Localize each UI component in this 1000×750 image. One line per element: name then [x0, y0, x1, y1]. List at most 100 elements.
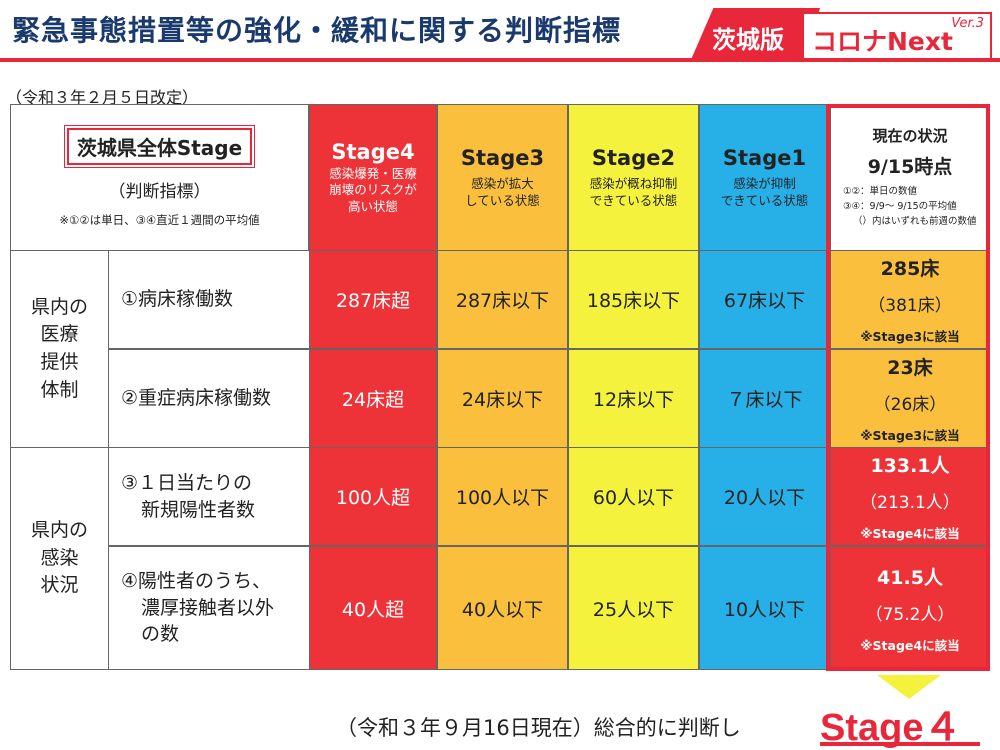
value-text: 24床以下	[461, 389, 544, 411]
value-text: 10人以下	[723, 598, 806, 621]
page-title: 緊急事態措置等の強化・緩和に関する判断指標	[12, 14, 622, 47]
indicator-line-2: 新規陽性者数	[141, 498, 256, 521]
current-status-header: 現在の状況 9/15時点 ①②：単日の数値 ③④：9/9～ 9/15の平均値 （…	[830, 104, 990, 251]
value-cell-stage1: ７床以下	[699, 349, 830, 448]
stage2-desc-text: 感染が概ね抑制 できている状態	[589, 176, 678, 208]
current-stage-note: ※Stage3に該当	[860, 428, 960, 443]
stage1-header: Stage1 感染が抑制 できている状態	[699, 104, 830, 251]
stage2-desc: 感染が概ね抑制 できている状態	[590, 176, 678, 209]
current-prev-value: （381床）	[868, 296, 952, 316]
value-cell-stage2: 12床以下	[568, 349, 699, 448]
value-cell-stage4: 40人超	[309, 546, 437, 670]
current-note-2: ③④：9/9～ 9/15の平均値	[843, 201, 957, 213]
value-text: 25人以下	[592, 598, 675, 621]
stage4-desc: 感染爆発・医療 崩壊のリスクが 高い状態	[329, 166, 417, 215]
indicator-line-1: ④陽性者のうち、	[121, 570, 272, 593]
stage4-desc-text: 感染爆発・医療 崩壊のリスクが 高い状態	[329, 166, 417, 214]
current-stage-note: ※Stage3に該当	[860, 329, 960, 344]
current-value-cell: 23床 （26床） ※Stage3に該当	[830, 349, 990, 448]
value-text: 287床超	[335, 290, 411, 312]
overall-stage-label: 茨城県全体Stage	[63, 124, 256, 168]
value-cell-stage1: 20人以下	[699, 447, 830, 546]
stage3-header: Stage3 感染が拡大 している状態	[437, 104, 568, 251]
current-value: 285床	[880, 258, 940, 280]
current-stage-note: ※Stage4に該当	[860, 526, 960, 541]
overall-stage-note: ※①②は単日、③④直近１週間の平均値	[59, 212, 260, 227]
indicator-label: ③１日当たりの 新規陽性者数	[109, 470, 309, 523]
value-text: 12床以下	[592, 389, 675, 411]
current-prev-value: （213.1人）	[860, 493, 960, 513]
stage1-desc: 感染が抑制 できている状態	[721, 176, 809, 209]
indicator-line-2: 濃厚接触者以外	[141, 596, 275, 619]
current-value-cell: 285床 （381床） ※Stage3に該当	[830, 250, 990, 349]
value-text: 60人以下	[592, 487, 675, 509]
category-medical: 県内の 医療 提供 体制	[10, 250, 109, 448]
stage3-desc: 感染が拡大 している状態	[465, 176, 540, 209]
value-cell-stage4: 100人超	[309, 447, 437, 546]
value-cell-stage3: 40人以下	[437, 546, 568, 670]
current-note-1: ①②：単日の数値	[843, 186, 918, 198]
brand-left-panel: 茨城版	[690, 8, 820, 62]
brand-right-panel: コロナNext Ver.3	[802, 12, 992, 60]
current-note-3: （）内はいずれも前週の数値	[853, 215, 977, 227]
value-text: 67床以下	[723, 290, 806, 312]
value-text: 287床以下	[455, 290, 550, 312]
value-cell-stage4: 287床超	[309, 250, 437, 349]
value-cell-stage1: 10人以下	[699, 546, 830, 670]
current-value: 133.1人	[870, 455, 950, 477]
brand-version: Ver.3	[951, 16, 984, 31]
current-value: 23床	[887, 357, 933, 379]
category-infection: 県内の 感染 状況	[10, 447, 109, 670]
indicator-cell: ③１日当たりの 新規陽性者数	[108, 447, 310, 546]
current-value-cell: 133.1人 （213.1人） ※Stage4に該当	[830, 447, 990, 546]
stage4-header: Stage4 感染爆発・医療 崩壊のリスクが 高い状態	[309, 104, 437, 251]
value-text: 24床超	[341, 389, 405, 411]
indicator-label: ④陽性者のうち、 濃厚接触者以外 の数	[109, 568, 309, 648]
value-text: 40人超	[341, 598, 405, 621]
value-text: 40人以下	[461, 598, 544, 621]
value-cell-stage3: 24床以下	[437, 349, 568, 448]
value-text: ７床以下	[726, 389, 803, 411]
stage1-desc-text: 感染が抑制 できている状態	[720, 176, 809, 208]
brand-left-text: 茨城版	[712, 26, 784, 54]
value-text: 20人以下	[723, 487, 806, 509]
indicator-cell: ①病床稼働数	[108, 250, 310, 349]
indicator-label: ②重症病床稼働数	[121, 387, 272, 410]
stage3-name: Stage3	[460, 146, 545, 171]
stage1-name: Stage1	[722, 146, 807, 171]
conclusion-underline	[820, 742, 980, 746]
value-cell-stage2: 60人以下	[568, 447, 699, 546]
current-prev-value: （75.2人）	[865, 604, 955, 625]
page-header: 緊急事態措置等の強化・緩和に関する判断指標 茨城版 コロナNext Ver.3	[0, 0, 1000, 62]
value-cell-stage3: 100人以下	[437, 447, 568, 546]
value-text: 185床以下	[586, 290, 681, 312]
indicator-cell: ④陽性者のうち、 濃厚接触者以外 の数	[108, 546, 310, 670]
current-status-date: 9/15時点	[867, 156, 953, 179]
current-stage-note: ※Stage4に該当	[860, 637, 960, 653]
indicator-line-1: ③１日当たりの	[121, 471, 253, 494]
stage3-desc-text: 感染が拡大 している状態	[465, 176, 540, 208]
current-value: 41.5人	[877, 566, 943, 589]
down-arrow-icon	[877, 675, 941, 699]
brand-logo: 茨城版 コロナNext Ver.3	[690, 8, 995, 62]
value-text: 100人超	[335, 487, 411, 509]
indicator-table: 茨城県全体Stage （判断指標） ※①②は単日、③④直近１週間の平均値 Sta…	[10, 104, 990, 670]
stage2-name: Stage2	[591, 146, 676, 171]
category-infection-label: 県内の 感染 状況	[30, 519, 88, 597]
header-divider	[0, 58, 1000, 62]
current-prev-value: （26床）	[873, 395, 947, 415]
conclusion-text: （令和３年９月16日現在）総合的に判断し	[336, 716, 741, 740]
indicator-cell: ②重症病床稼働数	[108, 349, 310, 448]
value-text: 100人以下	[455, 487, 550, 509]
revision-date: （令和３年２月５日改定）	[6, 88, 199, 107]
value-cell-stage4: 24床超	[309, 349, 437, 448]
value-cell-stage3: 287床以下	[437, 250, 568, 349]
overall-stage-header: 茨城県全体Stage （判断指標） ※①②は単日、③④直近１週間の平均値	[10, 104, 309, 251]
current-status-title: 現在の状況	[872, 127, 948, 146]
value-cell-stage2: 185床以下	[568, 250, 699, 349]
current-value-cell: 41.5人 （75.2人） ※Stage4に該当	[830, 546, 990, 670]
brand-right-text: コロナNext	[812, 27, 953, 56]
indicator-label: ①病床稼働数	[121, 288, 234, 311]
category-medical-label: 県内の 医療 提供 体制	[30, 295, 88, 401]
stage4-name: Stage4	[331, 140, 415, 165]
